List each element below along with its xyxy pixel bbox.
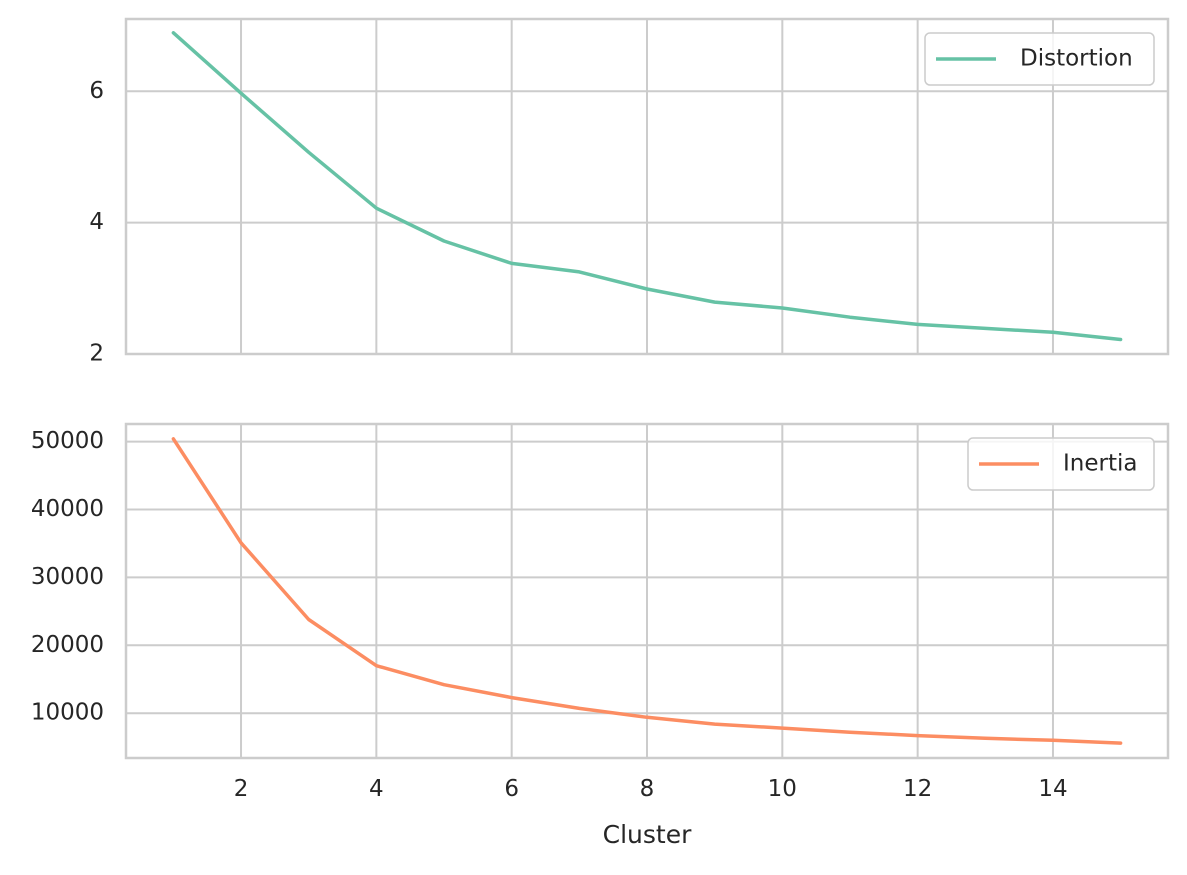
inertia-y-tick-labels: 10000 20000 30000 40000 50000 bbox=[31, 428, 104, 726]
distortion-data-point-0 bbox=[172, 31, 175, 34]
distortion-subplot: 2 4 6 Distortion bbox=[89, 17, 1170, 367]
inertia-x-tick-label-1: 4 bbox=[369, 776, 384, 802]
distortion-legend-box bbox=[924, 32, 1155, 86]
distortion-data-point-5 bbox=[510, 262, 513, 265]
inertia-data-point-7 bbox=[646, 716, 648, 719]
distortion-data-point-9 bbox=[781, 307, 784, 309]
distortion-legend-label: Distortion bbox=[1020, 46, 1133, 72]
inertia-y-tick-label-4: 50000 bbox=[31, 428, 104, 454]
inertia-axes-frame bbox=[124, 422, 1170, 760]
inertia-x-tick-label-2: 6 bbox=[504, 776, 519, 802]
inertia-x-tick-label-3: 8 bbox=[640, 776, 655, 802]
distortion-data-point-3 bbox=[375, 207, 378, 209]
inertia-data-point-2 bbox=[307, 618, 310, 621]
inertia-data-point-8 bbox=[713, 723, 716, 725]
distortion-legend: Distortion bbox=[924, 32, 1155, 86]
inertia-y-tick-label-3: 40000 bbox=[31, 496, 104, 522]
distortion-data-point-7 bbox=[646, 288, 648, 290]
inertia-y-tick-label-1: 20000 bbox=[31, 632, 104, 658]
inertia-x-tick-label-0: 2 bbox=[234, 776, 249, 802]
inertia-x-tick-label-6: 14 bbox=[1038, 776, 1067, 802]
distortion-data-point-6 bbox=[578, 271, 581, 273]
distortion-y-tick-label-2: 6 bbox=[89, 78, 104, 104]
inertia-data-point-1 bbox=[240, 542, 242, 544]
distortion-data-point-1 bbox=[240, 92, 242, 95]
inertia-data-point-0 bbox=[172, 438, 175, 440]
inertia-data-point-4 bbox=[443, 683, 445, 686]
inertia-data-point-11 bbox=[916, 734, 919, 737]
inertia-series bbox=[171, 437, 1123, 745]
inertia-y-tick-label-0: 10000 bbox=[31, 700, 104, 726]
inertia-x-tick-label-4: 10 bbox=[768, 776, 797, 802]
distortion-data-point-10 bbox=[849, 316, 851, 319]
inertia-data-point-6 bbox=[578, 707, 581, 710]
inertia-data-point-10 bbox=[849, 731, 851, 734]
inertia-data-point-13 bbox=[1052, 739, 1054, 742]
inertia-data-point-14 bbox=[1119, 742, 1122, 744]
distortion-data-point-4 bbox=[443, 240, 445, 242]
inertia-legend-label: Inertia bbox=[1063, 451, 1137, 477]
inertia-data-point-3 bbox=[375, 664, 378, 667]
inertia-data-point-12 bbox=[984, 737, 987, 740]
inertia-legend-box bbox=[967, 437, 1155, 491]
inertia-x-tick-labels: 2 4 6 8 10 12 14 bbox=[234, 776, 1068, 802]
distortion-data-point-2 bbox=[307, 151, 310, 154]
distortion-y-tick-label-1: 4 bbox=[89, 209, 104, 235]
inertia-data-point-9 bbox=[781, 727, 784, 729]
distortion-y-tick-label-0: 2 bbox=[89, 341, 104, 367]
inertia-x-tick-label-5: 12 bbox=[903, 776, 932, 802]
distortion-axes-frame bbox=[124, 17, 1170, 356]
distortion-data-point-8 bbox=[713, 301, 716, 303]
inertia-legend: Inertia bbox=[967, 437, 1155, 491]
distortion-data-point-12 bbox=[984, 327, 987, 330]
distortion-data-point-14 bbox=[1119, 338, 1122, 341]
distortion-series bbox=[171, 31, 1123, 342]
x-axis-label: Cluster bbox=[603, 820, 692, 849]
inertia-subplot: 10000 20000 30000 40000 50000 2 4 6 8 10 12 14 Ine… bbox=[31, 422, 1170, 802]
inertia-y-tick-label-2: 30000 bbox=[31, 564, 104, 590]
distortion-data-point-13 bbox=[1052, 331, 1054, 334]
distortion-y-tick-labels: 2 4 6 bbox=[89, 78, 104, 367]
inertia-data-point-5 bbox=[510, 696, 513, 699]
distortion-data-point-11 bbox=[916, 323, 919, 326]
